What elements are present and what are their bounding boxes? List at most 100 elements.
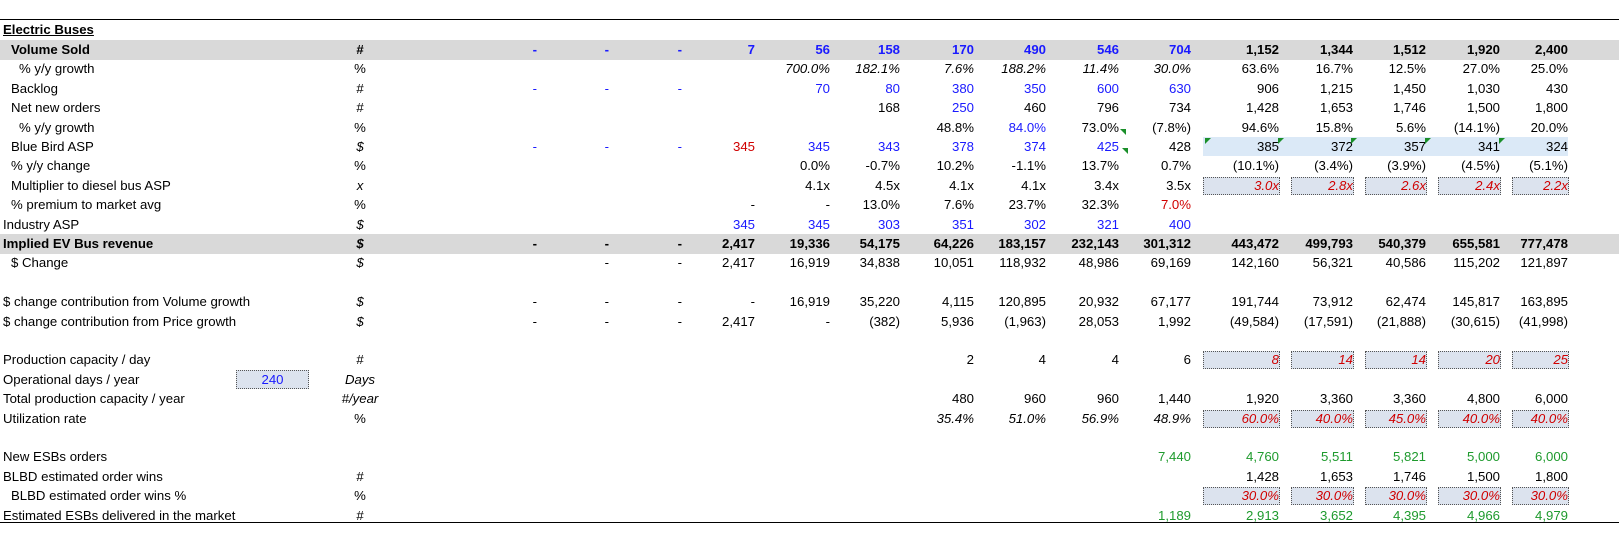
- cell-value[interactable]: -: [677, 80, 682, 96]
- cell-value[interactable]: 796: [1096, 100, 1119, 116]
- cell-value[interactable]: 341: [1477, 139, 1500, 154]
- cell-value[interactable]: 1,428: [1245, 100, 1279, 116]
- cell-value[interactable]: 1,215: [1319, 80, 1353, 96]
- cell-value[interactable]: 35.4%: [936, 410, 974, 426]
- cell-value[interactable]: 20,932: [1078, 294, 1119, 310]
- cell-value[interactable]: -: [677, 313, 682, 329]
- row-label[interactable]: Estimated ESBs delivered in the market: [3, 507, 236, 523]
- cell-value[interactable]: 7: [747, 42, 755, 57]
- cell-value[interactable]: 35,220: [859, 294, 900, 310]
- cell-value[interactable]: 1,440: [1157, 391, 1191, 407]
- cell-value[interactable]: 14: [1338, 352, 1353, 368]
- cell-value[interactable]: 343: [877, 139, 900, 154]
- row-label[interactable]: Net new orders: [11, 100, 101, 116]
- cell-value[interactable]: (17,591): [1303, 313, 1353, 329]
- cell-value[interactable]: -: [604, 236, 609, 251]
- cell-value[interactable]: 80: [885, 80, 900, 96]
- cell-value[interactable]: 480: [951, 391, 974, 407]
- cell-value[interactable]: 191,744: [1231, 294, 1279, 310]
- cell-value[interactable]: 1,800: [1534, 100, 1568, 116]
- cell-value[interactable]: 69,169: [1150, 255, 1191, 271]
- cell-value[interactable]: -: [532, 42, 537, 57]
- cell-value[interactable]: 25: [1553, 352, 1568, 368]
- cell-value[interactable]: 73,912: [1312, 294, 1353, 310]
- cell-value[interactable]: 27.0%: [1462, 61, 1500, 77]
- cell-value[interactable]: 4,115: [941, 294, 974, 310]
- cell-value[interactable]: 73.0%: [1081, 119, 1119, 135]
- cell-value[interactable]: (49,584): [1229, 313, 1279, 329]
- cell-value[interactable]: 428: [1168, 139, 1191, 154]
- operational-days-input[interactable]: 240: [236, 369, 309, 389]
- cell-value[interactable]: 378: [951, 139, 974, 154]
- cell-value[interactable]: 499,793: [1305, 236, 1353, 251]
- cell-value[interactable]: -: [604, 255, 609, 271]
- cell-value[interactable]: 64,226: [933, 236, 974, 251]
- cell-value[interactable]: 56,321: [1312, 255, 1353, 271]
- cell-value[interactable]: 324: [1545, 139, 1568, 154]
- cell-value[interactable]: 777,478: [1520, 236, 1568, 251]
- row-label[interactable]: Backlog: [11, 80, 58, 96]
- cell-value[interactable]: 48.9%: [1153, 410, 1191, 426]
- cell-value[interactable]: 70: [815, 80, 830, 96]
- cell-value[interactable]: 54,175: [859, 236, 900, 251]
- cell-value[interactable]: -: [677, 294, 682, 310]
- cell-value[interactable]: 16,919: [789, 255, 830, 271]
- cell-value[interactable]: 20: [1485, 352, 1500, 368]
- cell-value[interactable]: -: [750, 197, 755, 213]
- cell-value[interactable]: 1,920: [1245, 391, 1279, 407]
- cell-value[interactable]: 7.0%: [1160, 197, 1191, 213]
- cell-value[interactable]: 0.0%: [799, 158, 830, 174]
- row-label[interactable]: Production capacity / day: [3, 352, 151, 368]
- cell-value[interactable]: 56.9%: [1081, 410, 1119, 426]
- cell-value[interactable]: 6,000: [1534, 449, 1568, 465]
- cell-value[interactable]: 2.4x: [1475, 177, 1500, 193]
- cell-value[interactable]: 2.6x: [1401, 177, 1426, 193]
- cell-value[interactable]: 303: [877, 216, 900, 232]
- cell-value[interactable]: 30.0%: [1315, 488, 1353, 504]
- cell-value[interactable]: 12.5%: [1388, 61, 1426, 77]
- row-label[interactable]: Multiplier to diesel bus ASP: [11, 177, 171, 193]
- cell-value[interactable]: -: [677, 236, 682, 251]
- cell-value[interactable]: 372: [1330, 139, 1353, 154]
- cell-value[interactable]: 7,440: [1157, 449, 1191, 465]
- cell-value[interactable]: 13.0%: [862, 197, 900, 213]
- row-label[interactable]: BLBD estimated order wins: [3, 468, 163, 484]
- cell-value[interactable]: 145,817: [1452, 294, 1500, 310]
- cell-value[interactable]: 183,157: [998, 236, 1046, 251]
- cell-value[interactable]: 600: [1096, 80, 1119, 96]
- cell-value[interactable]: (30,615): [1450, 313, 1500, 329]
- cell-value[interactable]: 2.8x: [1328, 177, 1353, 193]
- cell-value[interactable]: 120,895: [998, 294, 1046, 310]
- cell-value[interactable]: 1,512: [1392, 42, 1426, 57]
- cell-value[interactable]: 16,919: [789, 294, 830, 310]
- row-label[interactable]: % y/y change: [11, 158, 91, 174]
- cell-value[interactable]: 250: [951, 100, 974, 116]
- cell-value[interactable]: 182.1%: [855, 61, 900, 77]
- cell-value[interactable]: 2,400: [1534, 42, 1568, 57]
- cell-value[interactable]: 1,800: [1534, 468, 1568, 484]
- cell-value[interactable]: 4.1x: [805, 177, 830, 193]
- cell-value[interactable]: -: [677, 139, 682, 154]
- cell-value[interactable]: 960: [1096, 391, 1119, 407]
- cell-value[interactable]: 11.4%: [1082, 61, 1119, 77]
- cell-value[interactable]: 630: [1168, 80, 1191, 96]
- cell-value[interactable]: (21,888): [1376, 313, 1426, 329]
- cell-value[interactable]: 48.8%: [936, 119, 974, 135]
- cell-value[interactable]: 188.2%: [1001, 61, 1046, 77]
- cell-value[interactable]: 1,746: [1392, 468, 1426, 484]
- row-label[interactable]: $ change contribution from Price growth: [3, 313, 237, 329]
- cell-value[interactable]: -: [532, 294, 537, 310]
- cell-value[interactable]: 48,986: [1078, 255, 1119, 271]
- cell-value[interactable]: 350: [1023, 80, 1046, 96]
- cell-value[interactable]: 232,143: [1071, 236, 1119, 251]
- cell-value[interactable]: (4.5%): [1461, 158, 1500, 174]
- cell-value[interactable]: 3,652: [1319, 507, 1353, 523]
- cell-value[interactable]: 1,030: [1466, 80, 1500, 96]
- cell-value[interactable]: 906: [1256, 80, 1279, 96]
- cell-value[interactable]: 540,379: [1378, 236, 1426, 251]
- cell-value[interactable]: -: [604, 42, 609, 57]
- cell-value[interactable]: 1,653: [1319, 100, 1353, 116]
- cell-value[interactable]: 23.7%: [1008, 197, 1046, 213]
- cell-value[interactable]: 30.0%: [1530, 488, 1568, 504]
- row-label[interactable]: $ Change: [11, 255, 69, 271]
